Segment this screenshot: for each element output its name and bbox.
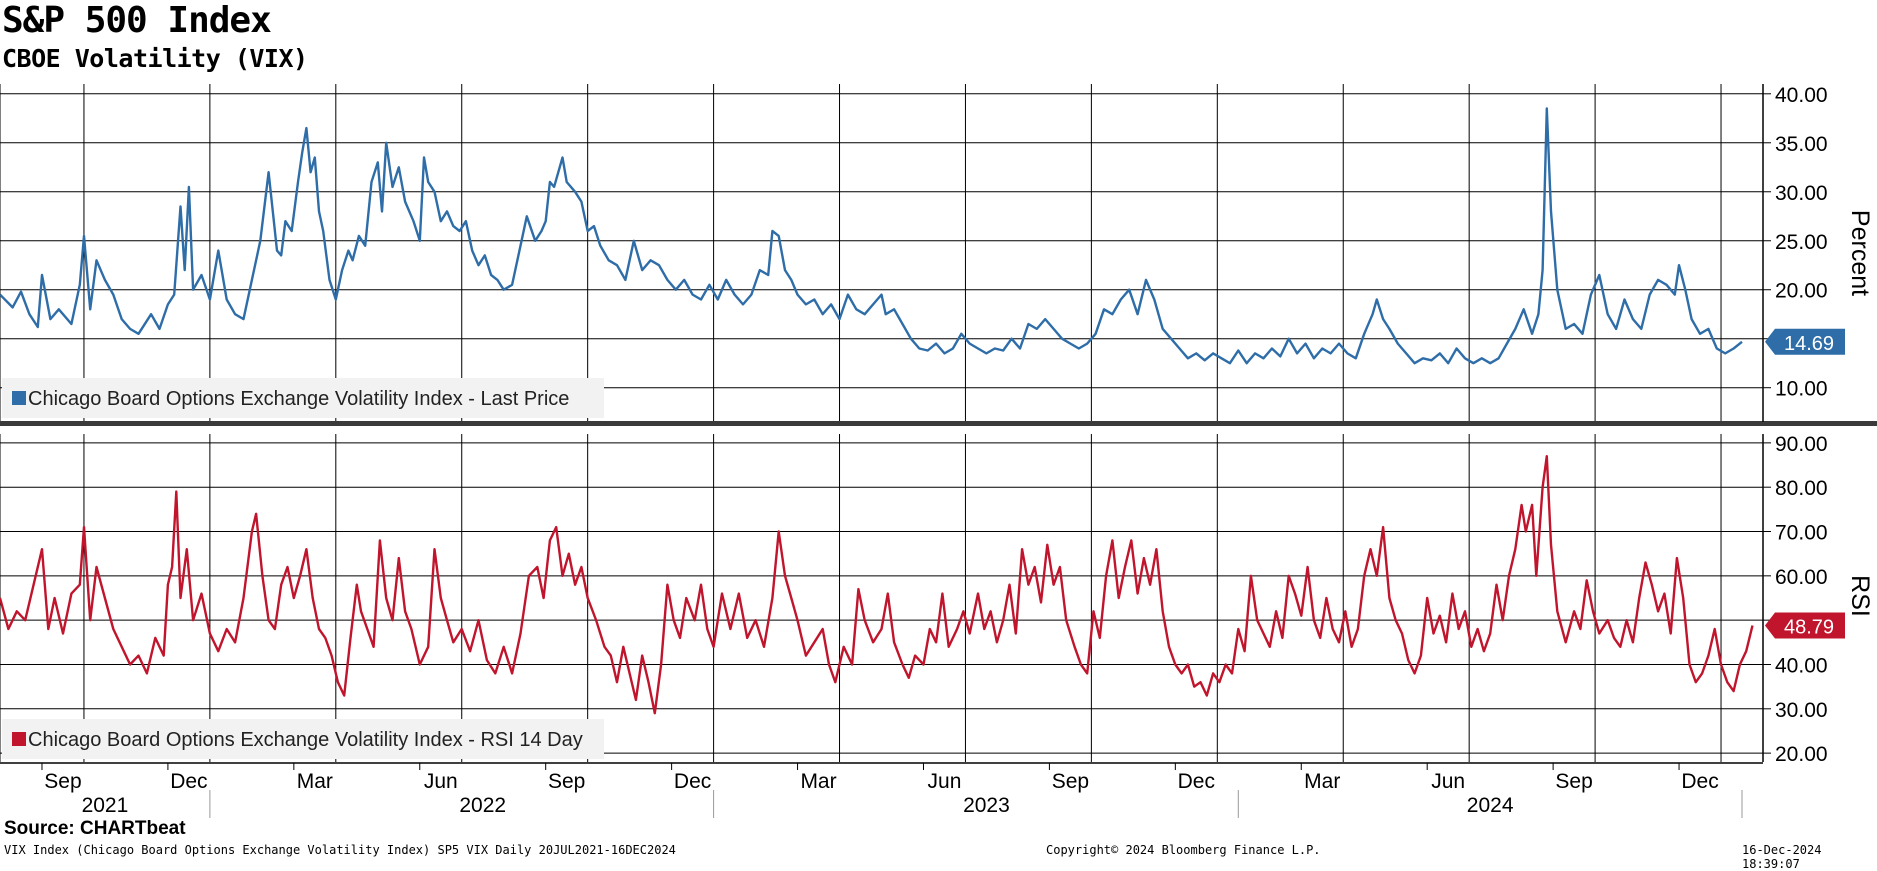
- vix-panel-grid: [0, 84, 1763, 422]
- source-label: Source: CHARTbeat: [4, 818, 186, 839]
- legend-swatch: [12, 391, 26, 405]
- series-lines: [0, 107, 1754, 715]
- legend-box: [2, 719, 604, 759]
- y-tick-label: 20.00: [1775, 280, 1828, 303]
- y-tick-label: 35.00: [1775, 133, 1828, 156]
- x-month-label: Jun: [1431, 770, 1465, 793]
- x-month-label: Mar: [800, 770, 836, 793]
- x-month-label: Dec: [1681, 770, 1718, 793]
- footer-description: VIX Index (Chicago Board Options Exchang…: [4, 843, 676, 857]
- last-value-badges: 14.69 48.79: [1765, 328, 1845, 639]
- x-month-label: Dec: [170, 770, 207, 793]
- x-month-label: Jun: [424, 770, 458, 793]
- x-month-label: Sep: [44, 770, 81, 793]
- x-year-label: 2021: [82, 794, 129, 817]
- last-value-label: 14.69: [1784, 333, 1834, 355]
- x-month-label: Jun: [928, 770, 962, 793]
- y-tick-label: 10.00: [1775, 378, 1828, 401]
- y-tick-label: 40.00: [1775, 654, 1828, 677]
- y-tick-label: 25.00: [1775, 231, 1828, 254]
- series-line: [0, 107, 1743, 365]
- y-tick-label: 40.00: [1775, 84, 1828, 107]
- last-value-badge: [1765, 612, 1845, 639]
- legend-swatch: [12, 732, 26, 746]
- y-tick-label: 80.00: [1775, 477, 1828, 500]
- x-month-label: Sep: [1052, 770, 1089, 793]
- rsi-y-axis: 20.0030.0040.0050.0060.0070.0080.0090.00…: [1762, 433, 1874, 766]
- x-month-label: Mar: [297, 770, 333, 793]
- y-tick-label: 90.00: [1775, 433, 1828, 456]
- y-axis-title: Percent: [1846, 210, 1874, 296]
- footer-copyright: Copyright© 2024 Bloomberg Finance L.P.: [1046, 843, 1321, 857]
- x-year-label: 2024: [1467, 794, 1514, 817]
- y-axis-title: RSI: [1846, 575, 1874, 617]
- legends: Chicago Board Options Exchange Volatilit…: [2, 378, 604, 759]
- legend-label: Chicago Board Options Exchange Volatilit…: [28, 729, 583, 751]
- x-month-label: Dec: [674, 770, 711, 793]
- y-tick-label: 20.00: [1775, 743, 1828, 766]
- x-year-label: 2022: [459, 794, 506, 817]
- vix-y-axis: 10.0015.0020.0025.0030.0035.0040.00Perce…: [1762, 84, 1874, 422]
- last-value-badge: [1765, 328, 1845, 355]
- x-year-label: 2023: [963, 794, 1010, 817]
- x-month-label: Mar: [1304, 770, 1340, 793]
- y-tick-label: 60.00: [1775, 566, 1828, 589]
- page-title: S&P 500 Index: [2, 0, 272, 41]
- y-tick-label: 30.00: [1775, 699, 1828, 722]
- rsi-panel-grid: [0, 434, 1763, 762]
- x-month-label: Dec: [1178, 770, 1215, 793]
- page-subtitle: CBOE Volatility (VIX): [2, 44, 308, 73]
- x-month-label: Sep: [548, 770, 585, 793]
- y-tick-label: 30.00: [1775, 182, 1828, 205]
- y-tick-label: 70.00: [1775, 522, 1828, 545]
- legend-label: Chicago Board Options Exchange Volatilit…: [28, 388, 569, 410]
- panel-separator: [0, 421, 1877, 426]
- series-line: [0, 455, 1754, 715]
- legend-box: [2, 378, 604, 418]
- last-value-label: 48.79: [1784, 617, 1834, 639]
- x-axis: Sep Dec Mar Jun Sep Dec Mar Jun Sep Dec Mar Jun Sep D…: [0, 421, 1877, 818]
- footer-timestamp: 16-Dec-2024 18:39:07: [1742, 843, 1822, 871]
- x-month-label: Sep: [1555, 770, 1592, 793]
